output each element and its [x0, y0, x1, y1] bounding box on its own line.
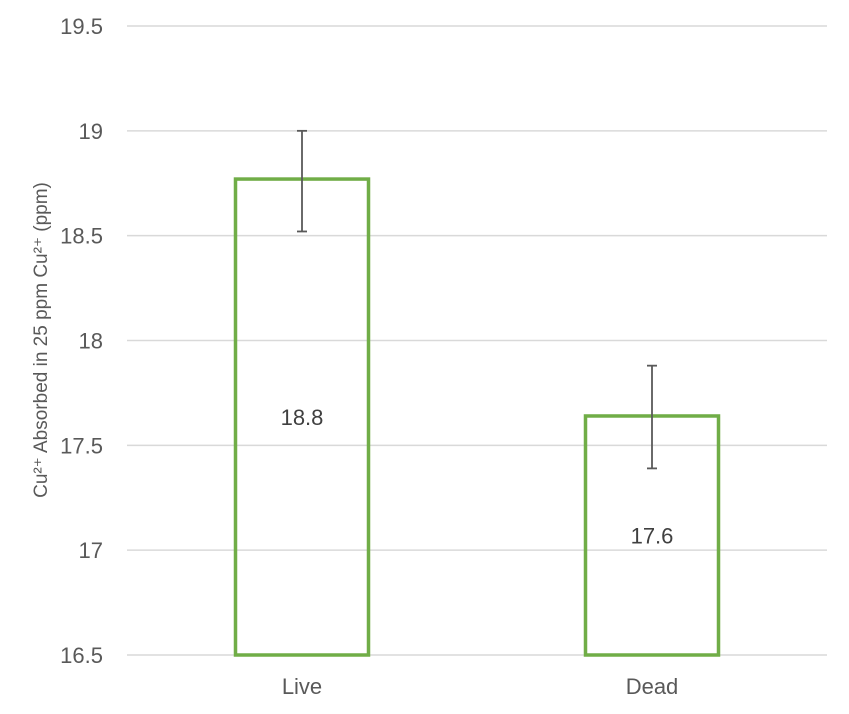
y-tick-label: 16.5: [60, 643, 103, 668]
y-tick-label: 18: [79, 329, 103, 354]
x-axis-categories: Live Dead: [282, 674, 678, 699]
y-tick-label: 19.5: [60, 14, 103, 39]
x-category-live: Live: [282, 674, 322, 699]
y-tick-label: 17: [79, 538, 103, 563]
data-label-live: 18.8: [281, 405, 324, 430]
y-axis-label: Cu²⁺ Absorbed in 25 ppm Cu²⁺ (ppm): [31, 182, 52, 498]
data-labels: 18.8 17.6: [281, 405, 674, 548]
error-bar-dead: [647, 364, 657, 470]
y-tick-label: 17.5: [60, 433, 103, 458]
error-bars: [297, 129, 657, 470]
y-tick-label: 18.5: [60, 224, 103, 249]
y-tick-label: 19: [79, 119, 103, 144]
gridlines: [127, 25, 827, 656]
error-bar-live: [297, 129, 307, 233]
data-label-dead: 17.6: [631, 523, 674, 548]
x-category-dead: Dead: [626, 674, 679, 699]
y-axis-ticks: 16.5 17 17.5 18 18.5 19 19.5: [60, 14, 103, 668]
